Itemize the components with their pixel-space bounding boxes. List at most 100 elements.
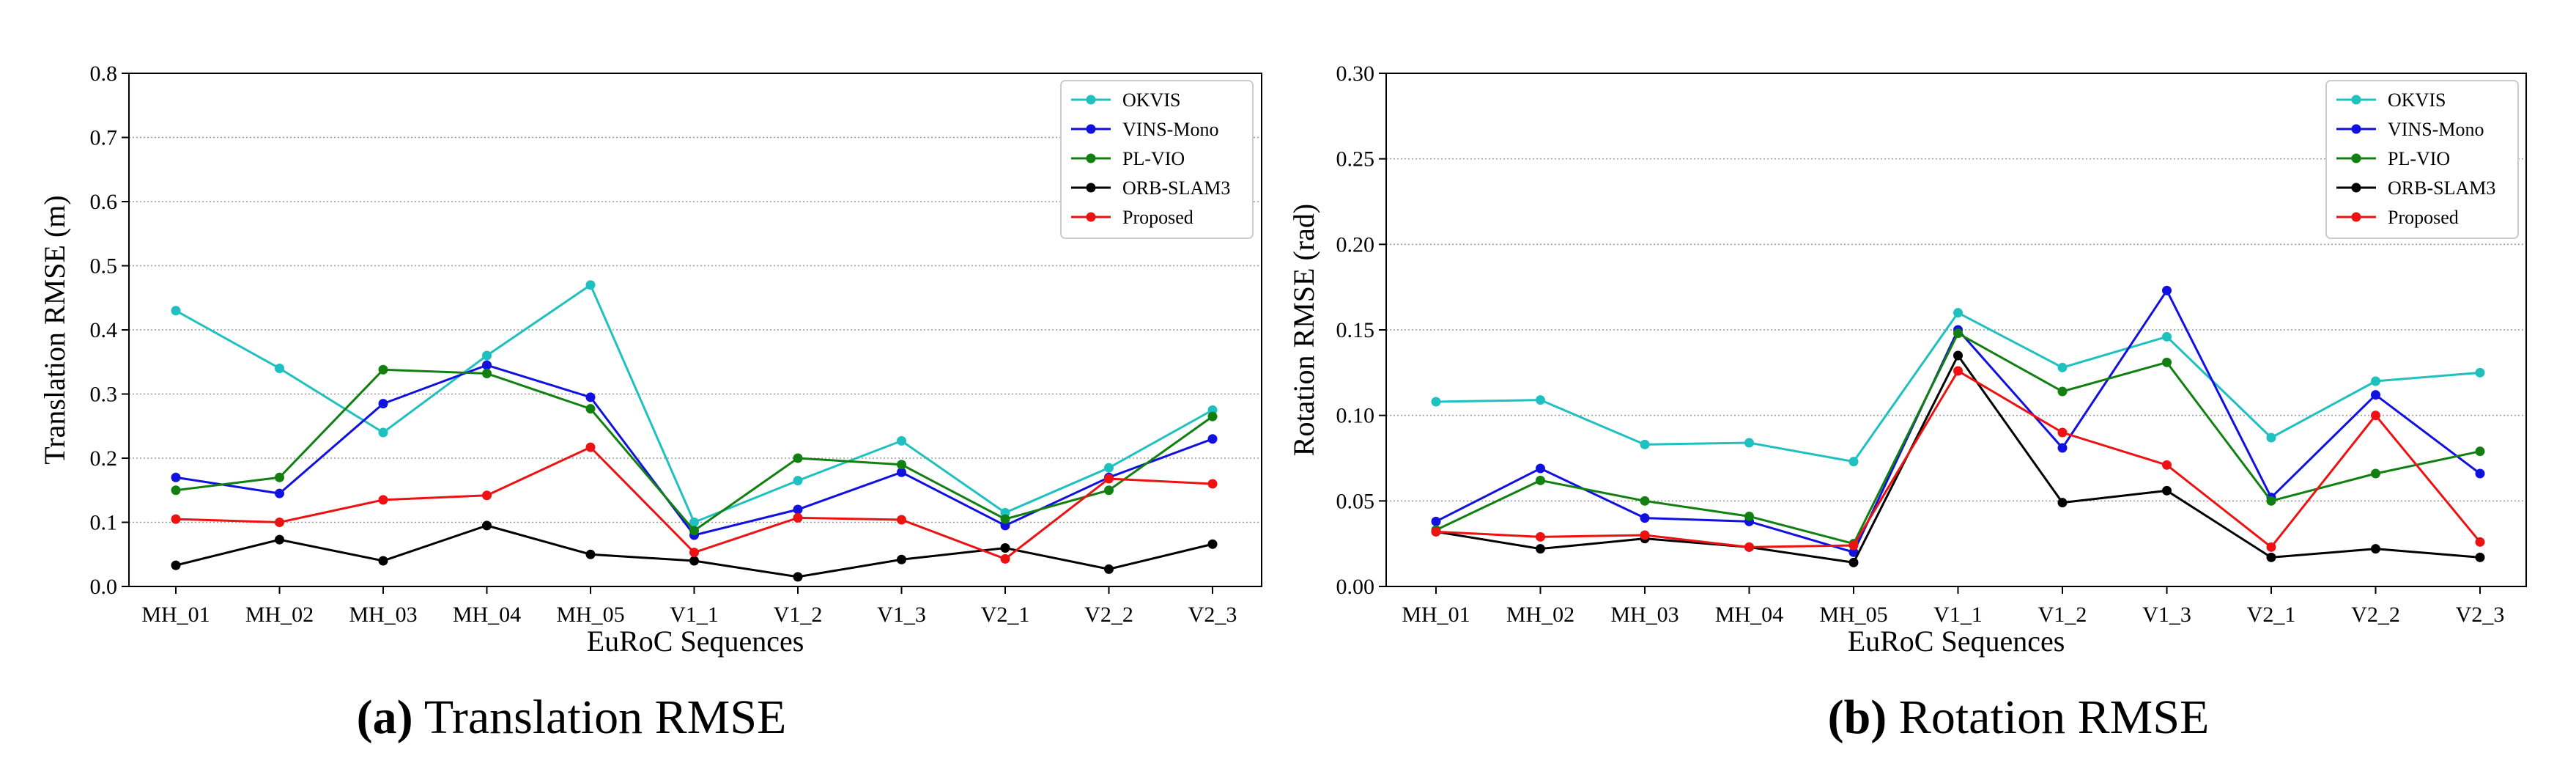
data-point-orb-slam3: [2475, 552, 2485, 562]
y-tick-label: 0.10: [1336, 404, 1375, 428]
legend-label-pl-vio: PL-VIO: [1122, 148, 1185, 169]
x-tick-label: MH_01: [141, 603, 210, 627]
data-point-okvis: [1848, 457, 1859, 467]
data-point-okvis: [171, 306, 181, 316]
data-point-orb-slam3: [2057, 498, 2068, 508]
y-tick-label: 0.20: [1336, 232, 1375, 257]
data-point-orb-slam3: [689, 556, 699, 566]
data-point-proposed: [2475, 537, 2485, 547]
data-point-okvis: [2162, 331, 2172, 342]
x-tick-label: MH_03: [1610, 603, 1679, 627]
y-tick-label: 0.4: [90, 318, 118, 342]
data-point-okvis: [1536, 395, 1545, 405]
data-point-orb-slam3: [585, 549, 596, 559]
data-point-pl-vio: [2475, 446, 2485, 457]
data-point-pl-vio: [2162, 357, 2172, 367]
data-point-proposed: [1207, 479, 1218, 489]
y-tick-label: 0.7: [90, 126, 118, 150]
data-point-proposed: [897, 515, 906, 525]
data-point-pl-vio: [482, 369, 492, 378]
data-point-pl-vio: [793, 453, 803, 463]
caption-b-text: Rotation RMSE: [1887, 691, 2209, 744]
y-tick-label: 0.00: [1336, 575, 1375, 599]
x-tick-label: V1_1: [670, 603, 719, 627]
y-tick-label: 0.3: [90, 383, 118, 407]
data-point-proposed: [2371, 411, 2380, 421]
x-tick-label: V2_1: [2247, 603, 2296, 627]
legend-box: [2325, 80, 2519, 239]
data-point-vins-mono: [897, 467, 906, 477]
legend-label-orb-slam3: ORB-SLAM3: [2388, 177, 2495, 199]
data-point-proposed: [1640, 530, 1650, 540]
legend-marker-okvis: [2351, 95, 2361, 105]
y-tick-label: 0.05: [1336, 489, 1375, 513]
y-tick-label: 0.8: [90, 62, 118, 86]
data-point-pl-vio: [1744, 511, 1754, 521]
x-tick-label: MH_02: [1506, 603, 1574, 627]
legend-label-okvis: OKVIS: [2388, 89, 2446, 111]
plot-frame: [1385, 73, 2527, 587]
x-tick-label: V2_3: [1188, 603, 1237, 627]
legend-label-pl-vio: PL-VIO: [2388, 148, 2450, 169]
rotation-rmse-chart: 0.00 0.05 0.10 0.15 0.20 0.25 0.30 MH_01 MH_02 MH…: [1287, 62, 2527, 658]
data-point-pl-vio: [897, 460, 906, 470]
data-point-okvis: [2371, 376, 2380, 386]
data-point-orb-slam3: [1848, 557, 1859, 567]
x-tick-label: MH_04: [453, 603, 521, 627]
data-point-proposed: [1000, 553, 1010, 564]
data-point-okvis: [275, 364, 284, 373]
data-point-vins-mono: [275, 488, 284, 498]
data-point-pl-vio: [1104, 485, 1114, 496]
y-tick-label: 0.15: [1336, 318, 1375, 342]
caption-a-text: Translation RMSE: [413, 691, 787, 744]
data-point-okvis: [1640, 439, 1650, 449]
data-point-proposed: [378, 495, 388, 505]
data-point-vins-mono: [1207, 434, 1218, 444]
y-tick-label: 0.6: [90, 190, 118, 214]
data-point-orb-slam3: [2266, 552, 2276, 562]
legend-marker-orb-slam3: [1086, 183, 1096, 193]
data-point-orb-slam3: [378, 556, 388, 566]
data-point-okvis: [482, 350, 492, 361]
data-point-orb-slam3: [275, 534, 284, 545]
data-point-vins-mono: [1431, 516, 1441, 526]
data-point-proposed: [275, 518, 284, 527]
data-point-proposed: [1744, 542, 1754, 552]
data-point-proposed: [1431, 526, 1441, 537]
legend-marker-pl-vio: [2351, 153, 2361, 163]
data-point-okvis: [2266, 433, 2276, 443]
data-point-proposed: [793, 512, 803, 523]
data-point-proposed: [1848, 540, 1859, 551]
y-axis-title: Translation RMSE (m): [38, 195, 71, 464]
y-tick-label: 0.5: [90, 254, 118, 279]
data-point-orb-slam3: [897, 554, 906, 564]
caption-a: (a) Translation RMSE: [357, 691, 787, 744]
data-point-proposed: [482, 490, 492, 501]
x-axis-title: EuRoC Sequences: [1848, 625, 2065, 658]
data-point-orb-slam3: [171, 560, 181, 570]
data-point-pl-vio: [378, 364, 388, 375]
legend-marker-vins-mono: [2351, 124, 2361, 134]
data-point-proposed: [585, 442, 596, 452]
y-tick-label: 0.0: [90, 575, 118, 599]
data-point-orb-slam3: [1104, 564, 1114, 574]
legend-marker-proposed: [1086, 212, 1096, 222]
legend-marker-vins-mono: [1086, 124, 1096, 134]
legend-marker-okvis: [1086, 95, 1096, 105]
data-point-vins-mono: [171, 472, 181, 482]
x-tick-label: V1_1: [1933, 603, 1983, 627]
data-point-vins-mono: [2475, 468, 2485, 479]
data-point-okvis: [897, 435, 906, 446]
x-tick-label: V2_2: [2351, 603, 2400, 627]
legend-marker-pl-vio: [1086, 153, 1096, 163]
data-point-proposed: [1953, 366, 1963, 376]
data-point-vins-mono: [793, 504, 803, 515]
x-tick-label: V1_2: [2038, 603, 2087, 627]
x-tick-label: MH_05: [1819, 603, 1887, 627]
x-axis-title: EuRoC Sequences: [587, 625, 804, 658]
x-tick-label: V2_2: [1084, 603, 1133, 627]
series-line-orb-slam3: [1435, 353, 2481, 564]
data-point-pl-vio: [1207, 411, 1218, 422]
data-point-orb-slam3: [2162, 485, 2172, 496]
